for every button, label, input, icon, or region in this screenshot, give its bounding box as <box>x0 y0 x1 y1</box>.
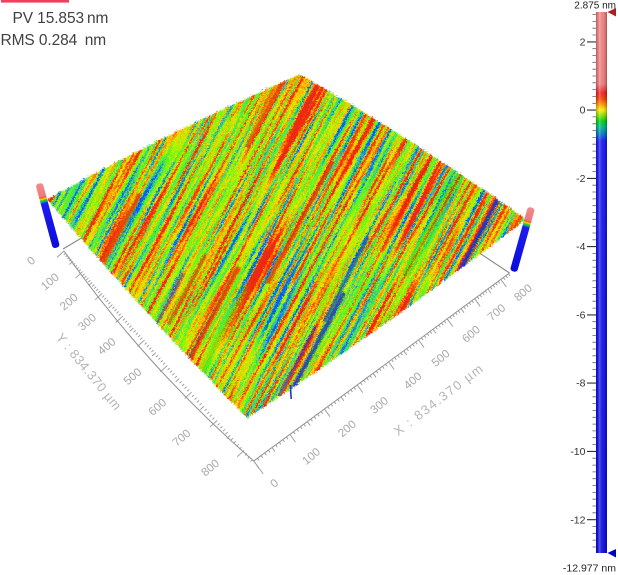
svg-text:-10: -10 <box>570 446 585 458</box>
svg-text:2.875 nm: 2.875 nm <box>574 1 616 12</box>
svg-text:RMS 0.284 nm: RMS 0.284 nm <box>1 32 107 49</box>
svg-text:2: 2 <box>580 37 586 49</box>
svg-text:0: 0 <box>580 105 586 117</box>
svg-text:-6: -6 <box>576 310 585 322</box>
svg-text:-4: -4 <box>576 241 585 253</box>
svg-text:PV 15.853 nm: PV 15.853 nm <box>13 10 109 27</box>
svg-text:-12: -12 <box>570 514 585 526</box>
svg-text:-2: -2 <box>576 173 585 185</box>
svg-text:-8: -8 <box>576 378 585 390</box>
svg-text:-12.977 nm: -12.977 nm <box>563 563 616 575</box>
